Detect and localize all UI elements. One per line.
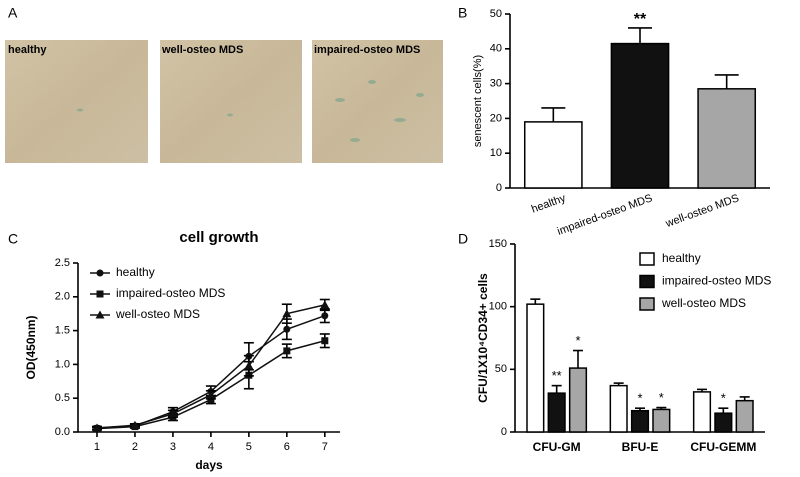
marker — [283, 325, 291, 333]
bar — [697, 88, 757, 189]
micrograph-label: healthy — [8, 44, 47, 56]
marker — [244, 361, 254, 370]
marker — [95, 310, 105, 319]
y-axis-label: CFU/1X10⁴CD34+ cells — [476, 273, 490, 403]
x-tick-label: BFU-E — [622, 440, 659, 454]
y-tick-label: 150 — [489, 238, 507, 250]
x-tick-label: 2 — [132, 441, 138, 453]
bar — [630, 409, 650, 433]
chart-title: cell growth — [179, 229, 258, 246]
bar — [714, 412, 733, 433]
legend-swatch — [639, 297, 655, 311]
y-tick-label: 0 — [501, 426, 507, 438]
bar — [526, 303, 545, 433]
bar — [568, 367, 588, 433]
y-tick-label: 50 — [495, 363, 507, 375]
legend-label: well-osteo MDS — [661, 296, 746, 310]
x-tick-label: 3 — [170, 441, 176, 453]
x-tick-label: 5 — [246, 441, 252, 453]
marker — [283, 347, 291, 355]
legend-label: healthy — [116, 265, 155, 279]
x-tick-label: CFU-GM — [533, 440, 581, 454]
legend-swatch — [639, 252, 655, 266]
y-tick-label: 50 — [490, 8, 502, 20]
bar — [609, 384, 628, 433]
micrograph — [160, 40, 302, 163]
y-tick-label: 1.5 — [55, 325, 70, 337]
marker — [96, 269, 104, 277]
y-tick-label: 100 — [489, 301, 507, 313]
legend-label: healthy — [662, 251, 701, 265]
significance: ** — [552, 368, 562, 383]
x-tick-label: 7 — [322, 441, 328, 453]
bar — [547, 392, 566, 433]
marker — [92, 423, 102, 432]
panel-label: D — [458, 231, 468, 247]
y-tick-label: 0.5 — [55, 392, 70, 404]
y-tick-label: 40 — [490, 43, 502, 55]
x-tick-label: well-osteo MDS — [663, 192, 740, 230]
micrograph-label: impaired-osteo MDS — [314, 44, 420, 56]
bar — [523, 121, 583, 189]
y-axis-label: senescent cells(%) — [472, 55, 484, 147]
panel-label: A — [8, 5, 18, 21]
y-tick-label: 1.0 — [55, 358, 70, 370]
x-tick-label: CFU-GEMM — [690, 440, 756, 454]
marker — [206, 390, 216, 399]
panel-label: C — [8, 231, 18, 247]
significance: * — [721, 391, 726, 406]
legend-label: well-osteo MDS — [115, 307, 200, 321]
x-tick-label: healthy — [530, 192, 568, 216]
y-tick-label: 10 — [490, 147, 502, 159]
y-tick-label: 0 — [496, 182, 502, 194]
bar — [652, 408, 671, 433]
x-tick-label: 4 — [208, 441, 214, 453]
micrograph — [5, 40, 148, 163]
marker — [321, 337, 329, 345]
significance: * — [637, 391, 642, 406]
x-tick-label: 1 — [94, 441, 100, 453]
micrograph — [312, 40, 443, 163]
marker — [321, 312, 329, 320]
bar — [735, 399, 754, 433]
y-tick-label: 20 — [490, 112, 502, 124]
series-line — [96, 315, 326, 429]
series-line — [96, 340, 326, 430]
legend-swatch — [639, 274, 655, 289]
y-tick-label: 0.0 — [55, 426, 70, 438]
significance: * — [575, 333, 580, 348]
marker — [168, 409, 178, 418]
marker — [320, 300, 330, 309]
y-tick-label: 2.5 — [55, 257, 70, 269]
marker — [96, 290, 104, 298]
legend-label: impaired-osteo MDS — [116, 286, 225, 300]
y-tick-label: 30 — [490, 78, 502, 90]
x-tick-label: 6 — [284, 441, 290, 453]
panel-label: B — [458, 5, 467, 21]
x-axis-label: days — [195, 458, 223, 472]
micrograph-label: well-osteo MDS — [161, 44, 243, 56]
stain-spots — [77, 80, 424, 142]
significance: * — [659, 390, 664, 405]
legend-label: impaired-osteo MDS — [662, 274, 771, 288]
marker — [282, 309, 292, 318]
y-tick-label: 2.0 — [55, 291, 70, 303]
bar — [610, 42, 670, 189]
significance: ** — [634, 11, 647, 28]
marker — [130, 420, 140, 429]
y-axis-label: OD(450nm) — [24, 315, 38, 379]
bar — [692, 391, 712, 433]
x-tick-label: impaired-osteo MDS — [556, 192, 654, 238]
